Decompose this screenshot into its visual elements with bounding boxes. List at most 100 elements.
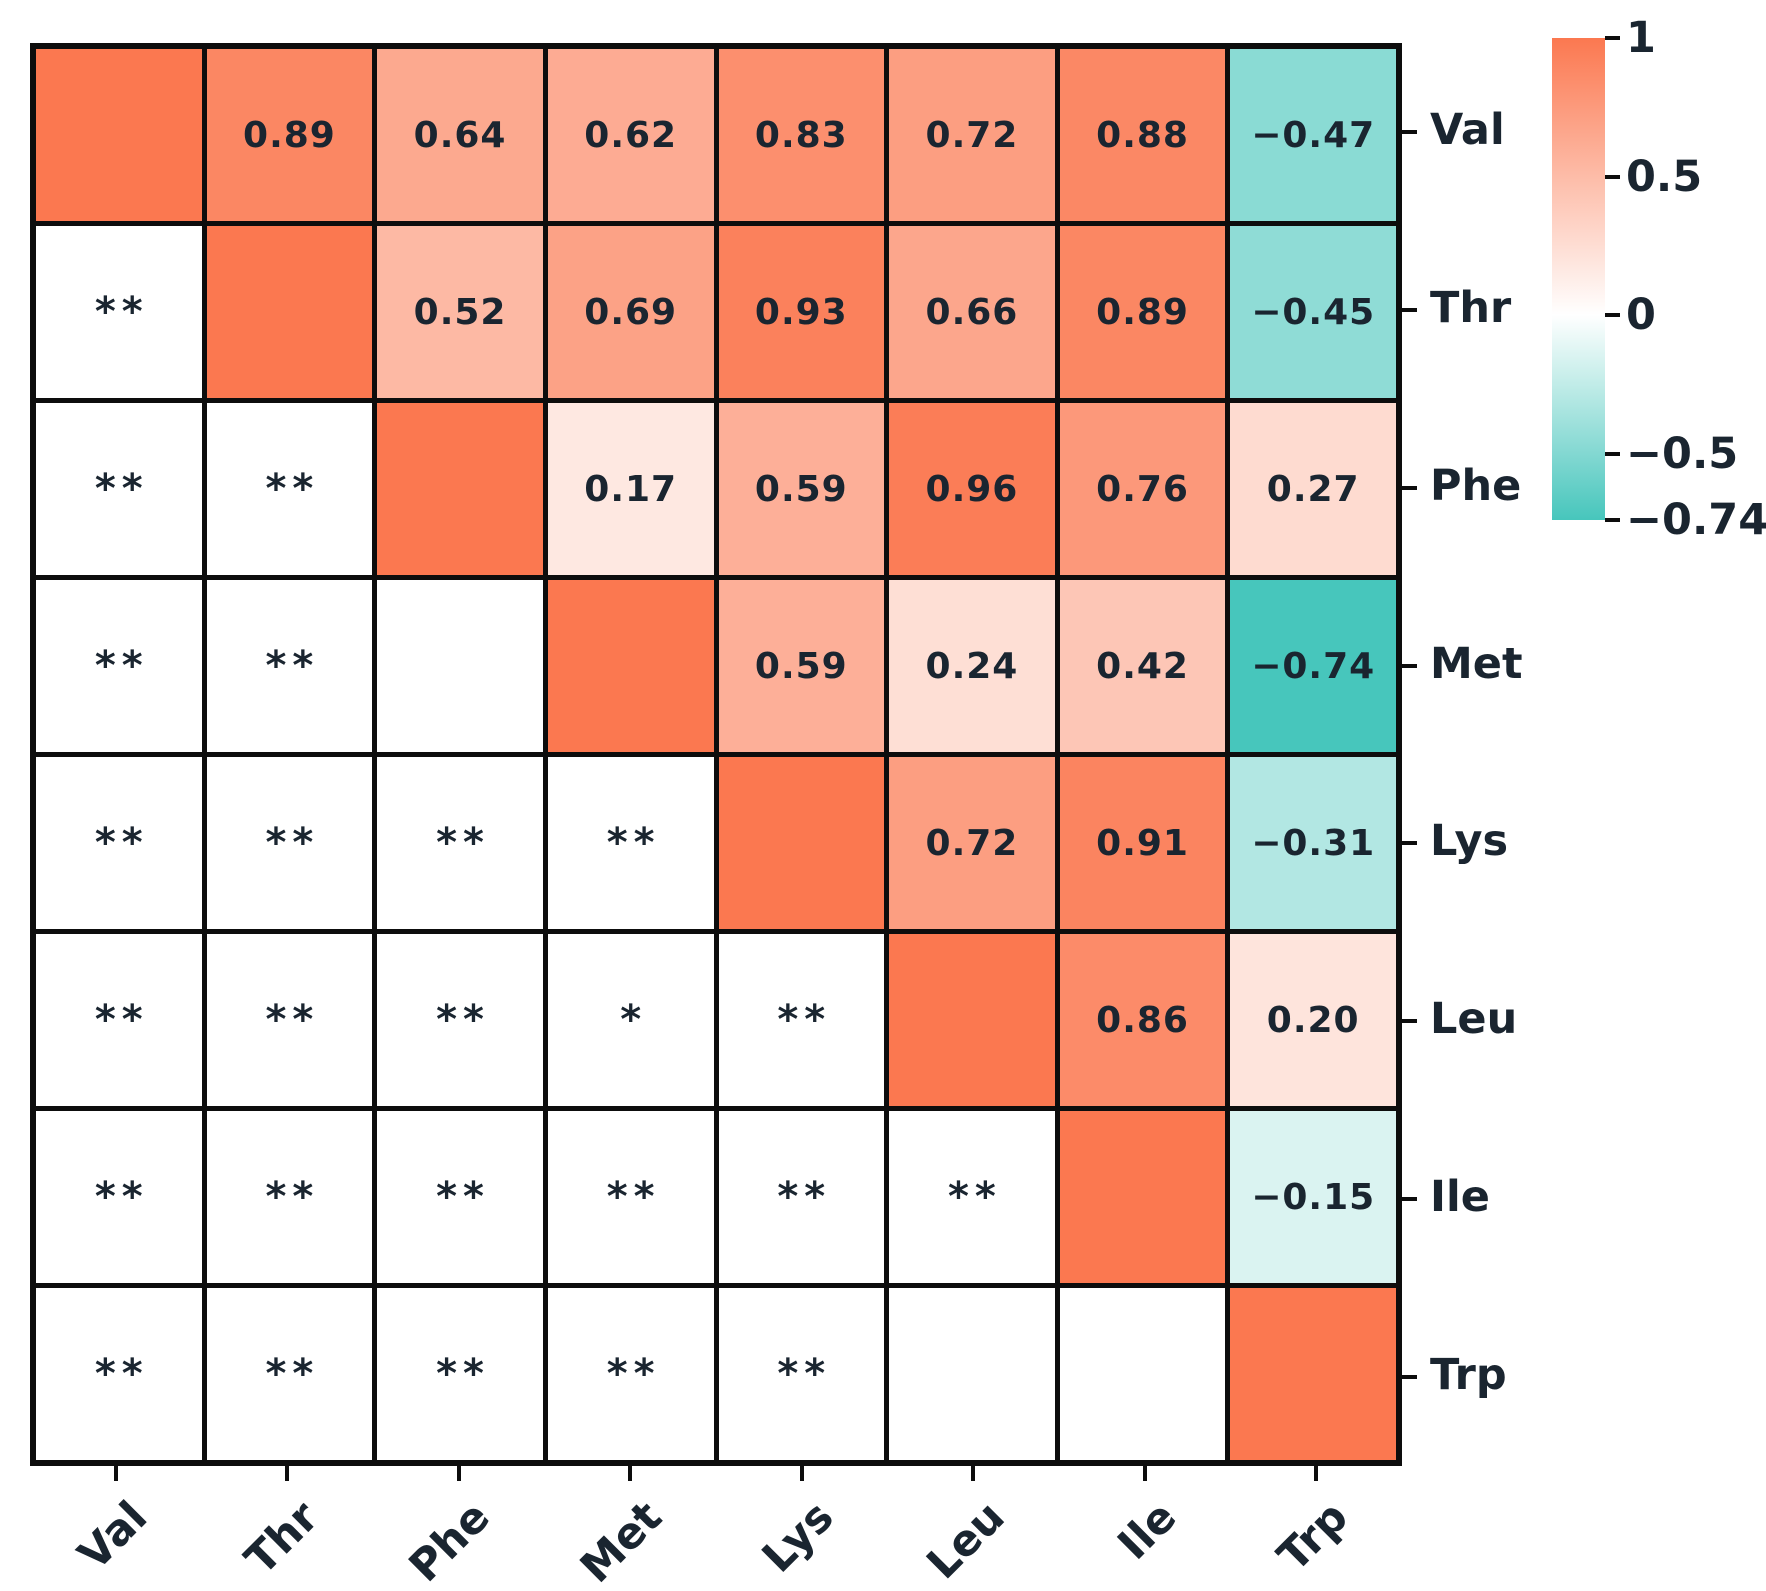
cell-Leu-Lys: **: [718, 934, 885, 1106]
cell-Met-Lys: 0.59: [718, 580, 885, 752]
significance-stars: **: [948, 1174, 1002, 1220]
cell-Lys-Lys: [718, 757, 885, 929]
y-tick-Val: [1400, 129, 1417, 134]
corr-value: 0.52: [413, 291, 507, 333]
heatmap-grid: 0.89 0.64 0.62 0.83 0.72 0.88 −0.47 ** 0.52 0.69 0…: [30, 43, 1402, 1466]
cell-Phe-Lys: 0.59: [718, 403, 885, 575]
cell-Val-Ile: 0.88: [1059, 49, 1226, 221]
cell-Thr-Lys: 0.93: [718, 226, 885, 398]
y-label-Lys: Lys: [1430, 816, 1509, 867]
x-label-Trp: Trp: [1268, 1492, 1358, 1582]
cell-Leu-Ile: 0.86: [1059, 934, 1226, 1106]
cell-Phe-Ile: 0.76: [1059, 403, 1226, 575]
x-label-Lys: Lys: [752, 1492, 844, 1583]
corr-value: 0.59: [754, 645, 848, 687]
corr-value: −0.15: [1251, 1176, 1376, 1218]
colorbar-tick-label: 0: [1626, 290, 1656, 340]
cell-Val-Met: 0.62: [547, 49, 714, 221]
cell-Met-Thr: **: [206, 580, 373, 752]
cell-Met-Met: [547, 580, 714, 752]
y-label-Thr: Thr: [1430, 282, 1512, 333]
significance-stars: **: [606, 820, 661, 866]
y-tick-Phe: [1400, 485, 1417, 490]
cell-Lys-Trp: −0.31: [1230, 757, 1396, 929]
corr-value: 0.59: [754, 468, 848, 510]
cell-Ile-Phe: **: [377, 1111, 543, 1283]
x-tick-Leu: [971, 1464, 976, 1481]
corr-value: 0.88: [1096, 114, 1189, 156]
y-tick-Thr: [1400, 307, 1417, 312]
significance-stars: **: [94, 643, 149, 689]
x-tick-Ile: [1142, 1464, 1147, 1481]
significance-stars: **: [436, 1351, 490, 1397]
cell-Ile-Leu: **: [889, 1111, 1055, 1283]
corr-value: −0.31: [1251, 822, 1376, 864]
colorbar-tick: [1605, 174, 1620, 179]
cell-Phe-Leu: 0.96: [889, 403, 1055, 575]
significance-stars: **: [777, 1174, 832, 1220]
cell-Leu-Val: **: [36, 934, 202, 1106]
corr-value: 0.93: [754, 291, 848, 333]
x-tick-Met: [628, 1464, 633, 1481]
cell-Lys-Met: **: [547, 757, 714, 929]
significance-stars: **: [777, 997, 832, 1043]
corr-value: 0.89: [1096, 291, 1189, 333]
corr-value: 0.76: [1096, 468, 1189, 510]
y-label-Val: Val: [1430, 104, 1505, 155]
cell-Trp-Met: **: [547, 1288, 714, 1460]
significance-stars: **: [94, 1351, 149, 1397]
cell-Trp-Lys: **: [718, 1288, 885, 1460]
cell-Thr-Met: 0.69: [547, 226, 714, 398]
significance-stars: **: [436, 997, 490, 1043]
corr-value: 0.83: [754, 114, 848, 156]
cell-Val-Thr: 0.89: [206, 49, 373, 221]
y-tick-Leu: [1400, 1019, 1417, 1024]
significance-stars: **: [265, 1351, 320, 1397]
cell-Thr-Val: **: [36, 226, 202, 398]
significance-stars: **: [94, 820, 149, 866]
cell-Lys-Thr: **: [206, 757, 373, 929]
cell-Val-Trp: −0.47: [1230, 49, 1396, 221]
cell-Phe-Trp: 0.27: [1230, 403, 1396, 575]
corr-value: 0.62: [584, 114, 678, 156]
significance-stars: **: [265, 820, 320, 866]
cell-Ile-Thr: **: [206, 1111, 373, 1283]
cell-Leu-Thr: **: [206, 934, 373, 1106]
x-label-Ile: Ile: [1108, 1492, 1187, 1570]
cell-Leu-Trp: 0.20: [1230, 934, 1396, 1106]
colorbar-tick-label: 0.5: [1626, 151, 1703, 202]
y-label-Phe: Phe: [1430, 460, 1522, 511]
cell-Val-Val: [36, 49, 202, 221]
cell-Leu-Met: *: [547, 934, 714, 1106]
corr-value: 0.86: [1096, 999, 1189, 1041]
cell-Ile-Trp: −0.15: [1230, 1111, 1396, 1283]
cell-Lys-Val: **: [36, 757, 202, 929]
cell-Phe-Met: 0.17: [547, 403, 714, 575]
significance-stars: **: [436, 820, 490, 866]
cell-Leu-Phe: **: [377, 934, 543, 1106]
significance-stars: **: [94, 1174, 149, 1220]
significance-stars: **: [94, 466, 149, 512]
significance-stars: **: [265, 466, 320, 512]
cell-Ile-Ile: [1059, 1111, 1226, 1283]
y-label-Ile: Ile: [1430, 1172, 1490, 1223]
corr-value: −0.45: [1251, 291, 1376, 333]
cell-Ile-Met: **: [547, 1111, 714, 1283]
significance-stars: **: [265, 997, 320, 1043]
corr-value: −0.74: [1251, 645, 1376, 687]
colorbar-tick-label: −0.5: [1626, 428, 1739, 479]
significance-stars: **: [94, 997, 149, 1043]
colorbar-tick-label: 1: [1626, 13, 1656, 63]
cell-Met-Ile: 0.42: [1059, 580, 1226, 752]
corr-value: 0.89: [243, 114, 336, 156]
corr-value: 0.27: [1266, 468, 1360, 510]
colorbar-tick: [1605, 451, 1620, 456]
corr-value: 0.96: [925, 468, 1019, 510]
x-tick-Phe: [456, 1464, 461, 1481]
significance-stars: **: [265, 643, 320, 689]
corr-value: 0.17: [584, 468, 678, 510]
cell-Trp-Ile: [1059, 1288, 1226, 1460]
cell-Val-Phe: 0.64: [377, 49, 543, 221]
colorbar-tick-label: −0.74: [1626, 495, 1766, 545]
